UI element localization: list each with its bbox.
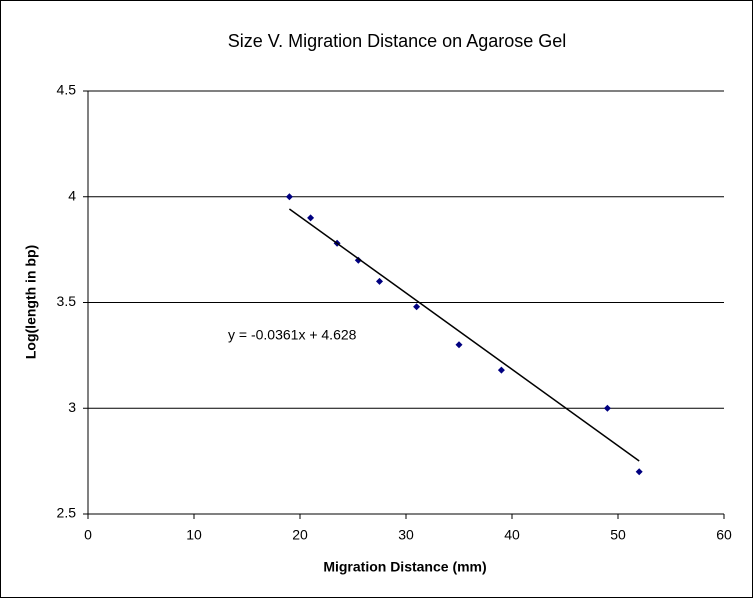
x-tick-label: 20 [292, 527, 308, 543]
data-point [285, 193, 293, 201]
trendline [288, 208, 640, 462]
data-point [376, 277, 383, 285]
y-axis-title: Log(length in bp) [23, 245, 39, 359]
data-point [603, 404, 611, 412]
y-tick-label: 3.5 [57, 293, 77, 309]
data-point [455, 341, 463, 349]
chart-title: Size V. Migration Distance on Agarose Ge… [228, 31, 567, 51]
y-tick-label: 4 [68, 187, 76, 203]
data-point [413, 303, 421, 311]
data-point [497, 366, 505, 374]
x-tick-label: 10 [186, 527, 202, 543]
x-tick-label: 60 [716, 527, 732, 543]
x-axis-title: Migration Distance (mm) [323, 559, 486, 575]
x-tick-label: 50 [610, 527, 626, 543]
x-tick-label: 30 [398, 527, 414, 543]
x-tick-label: 0 [84, 527, 92, 543]
data-point [354, 256, 362, 264]
y-tick-label: 2.5 [57, 505, 77, 521]
x-tick-label: 40 [504, 527, 520, 543]
y-tick-label: 3 [68, 399, 76, 415]
trendline-equation: y = -0.0361x + 4.628 [228, 327, 357, 343]
y-tick-label: 4.5 [57, 82, 77, 98]
data-point [307, 214, 315, 222]
data-point [635, 468, 643, 476]
